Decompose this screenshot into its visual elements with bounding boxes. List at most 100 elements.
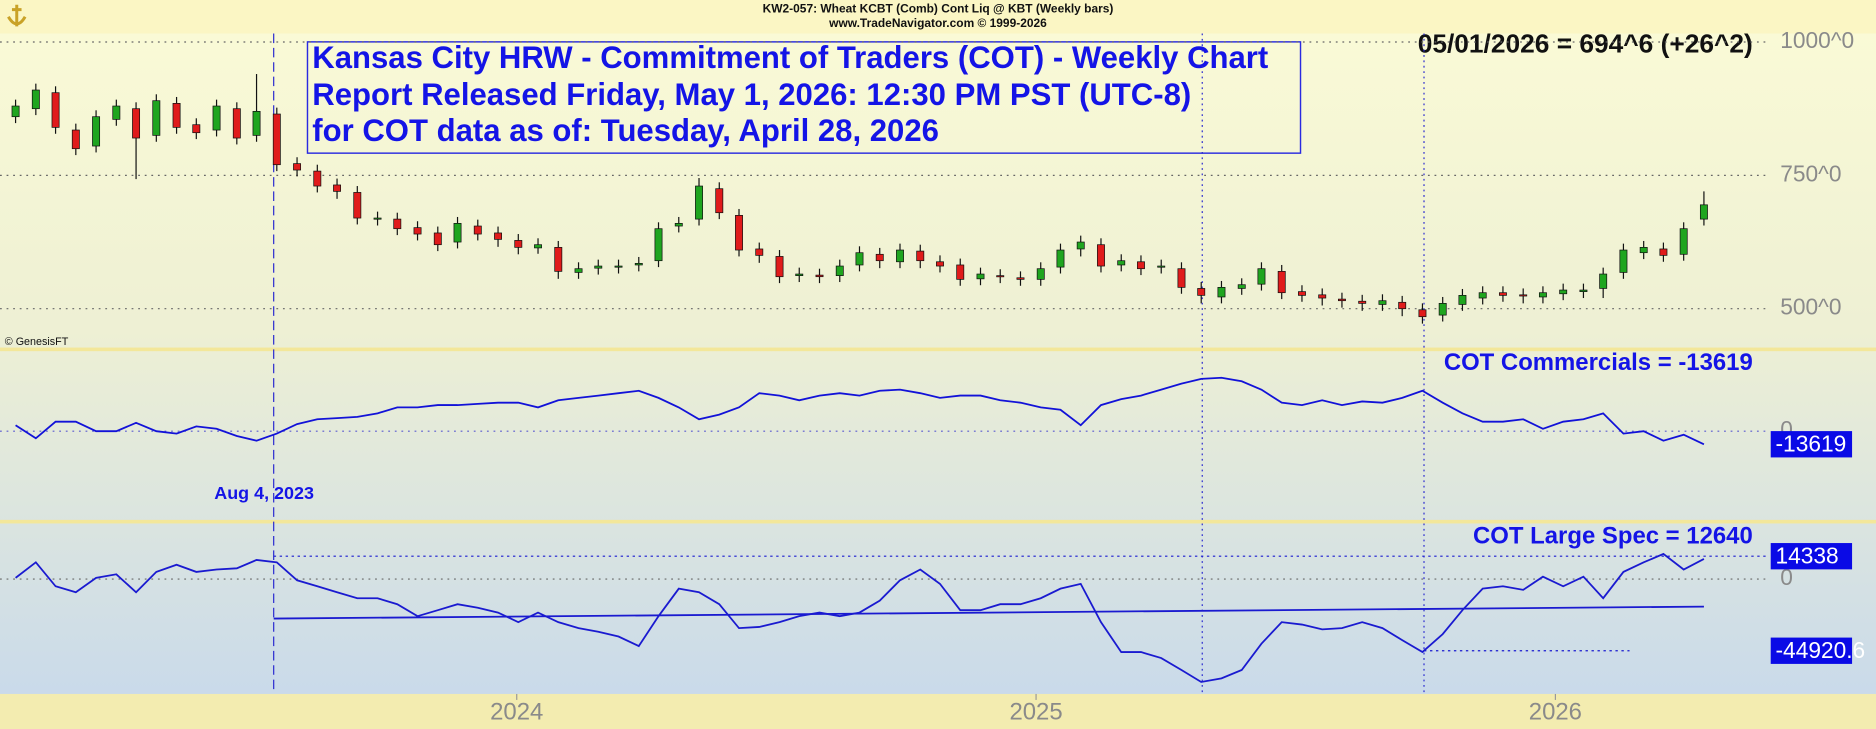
- candle-body: [1076, 241, 1085, 250]
- candle-body: [11, 105, 20, 118]
- candle-body: [855, 252, 864, 266]
- trend-line: [273, 605, 1704, 620]
- candle-body: [1257, 268, 1266, 285]
- panel-title: COT Large Spec = 12640: [1473, 523, 1753, 550]
- candle-body: [393, 218, 402, 230]
- candle-body: [132, 108, 141, 139]
- candle-body: [1277, 271, 1286, 294]
- candle-body: [1237, 284, 1246, 289]
- candle-body: [192, 124, 201, 134]
- candle-body: [1458, 295, 1467, 305]
- y-tick-label: 1000^0: [1780, 27, 1854, 53]
- candle-body: [313, 170, 322, 187]
- candle-body: [293, 163, 302, 171]
- candle-body: [875, 253, 884, 262]
- candle-body: [1418, 309, 1427, 318]
- candle-body: [1177, 268, 1186, 288]
- y-tick-label: 0: [1780, 564, 1793, 590]
- candle-body: [71, 129, 80, 150]
- panel-separator: [0, 519, 1876, 524]
- high-value-label: 14338: [1776, 542, 1839, 568]
- candle-body: [1117, 260, 1126, 266]
- candle-body: [1298, 291, 1306, 296]
- candle-body: [1639, 247, 1648, 254]
- candle-body: [1318, 294, 1327, 299]
- candle-body: [31, 89, 40, 110]
- x-tick-label: 2024: [490, 698, 543, 725]
- candle-body: [1358, 300, 1367, 304]
- candle-body: [252, 111, 261, 136]
- candle-body: [494, 232, 502, 240]
- candle-body: [674, 223, 683, 227]
- candle-body: [272, 113, 281, 166]
- header-title: KW2-057: Wheat KCBT (Comb) Cont Liq @ KB…: [763, 2, 1114, 16]
- candle-body: [1538, 292, 1547, 298]
- candle-body: [695, 185, 703, 220]
- candle-body: [1036, 268, 1045, 280]
- header-band: [0, 0, 1876, 34]
- candle-body: [51, 92, 60, 128]
- candle-body: [916, 250, 925, 262]
- candle-body: [333, 184, 341, 192]
- candle-body: [735, 215, 743, 251]
- last-value-label: -13619: [1776, 430, 1847, 456]
- candle-body: [715, 188, 724, 214]
- x-axis-band: [0, 693, 1876, 729]
- candle-body: [112, 105, 121, 120]
- chart-subtitle: Report Released Friday, May 1, 2026: 12:…: [312, 77, 1191, 112]
- candle-body: [936, 261, 944, 267]
- candle-body: [373, 217, 382, 220]
- candle-body: [514, 240, 523, 248]
- cot-line: [15, 552, 1705, 683]
- candle-body: [1498, 292, 1507, 296]
- candle-body: [1398, 301, 1407, 310]
- candle-body: [1478, 292, 1487, 299]
- candle-body: [1579, 289, 1588, 292]
- header-copyright: www.TradeNavigator.com © 1999-2026: [828, 16, 1047, 30]
- candle-body: [654, 228, 663, 262]
- candle-body: [1338, 298, 1346, 302]
- candle-body: [795, 273, 804, 276]
- candle-body: [614, 265, 623, 268]
- candle-body: [172, 103, 181, 128]
- candle-body: [232, 108, 241, 139]
- x-tick-label: 2026: [1529, 698, 1582, 725]
- candle-body: [473, 225, 482, 235]
- candle-body: [152, 100, 161, 136]
- y-tick-label: 500^0: [1780, 294, 1841, 320]
- candle-body: [1197, 288, 1206, 296]
- cot-line: [15, 376, 1705, 446]
- candle-body: [1679, 228, 1688, 255]
- candle-body: [574, 268, 583, 273]
- candle-body: [1097, 244, 1105, 267]
- candle-body: [212, 105, 221, 131]
- event-label: Aug 4, 2023: [214, 483, 314, 503]
- candle-body: [1559, 289, 1568, 295]
- chart-subtitle: for COT data as of: Tuesday, April 28, 2…: [312, 113, 939, 148]
- candle-body: [1016, 277, 1025, 280]
- candle-body: [1599, 273, 1608, 289]
- candle-body: [775, 256, 784, 278]
- last-value-box: [1770, 431, 1853, 458]
- candle-body: [755, 248, 764, 256]
- candle-body: [976, 273, 985, 280]
- candle-body: [1699, 204, 1708, 220]
- last-price-annotation: 05/01/2026 = 694^6 (+26^2): [1418, 28, 1753, 58]
- candle-body: [896, 249, 904, 263]
- candle-body: [634, 263, 643, 266]
- candle-body: [1619, 249, 1628, 273]
- candle-body: [433, 232, 442, 246]
- candle-body: [1438, 303, 1447, 316]
- candle-body: [1217, 287, 1226, 298]
- candle-body: [534, 244, 542, 249]
- candle-body: [1659, 248, 1668, 256]
- candle-body: [1056, 249, 1065, 268]
- candle-body: [1378, 300, 1387, 305]
- candle-body: [835, 265, 844, 276]
- x-tick-label: 2025: [1009, 698, 1062, 725]
- candle-body: [594, 265, 603, 269]
- candle-body: [453, 223, 462, 243]
- logo-icon: [7, 4, 27, 27]
